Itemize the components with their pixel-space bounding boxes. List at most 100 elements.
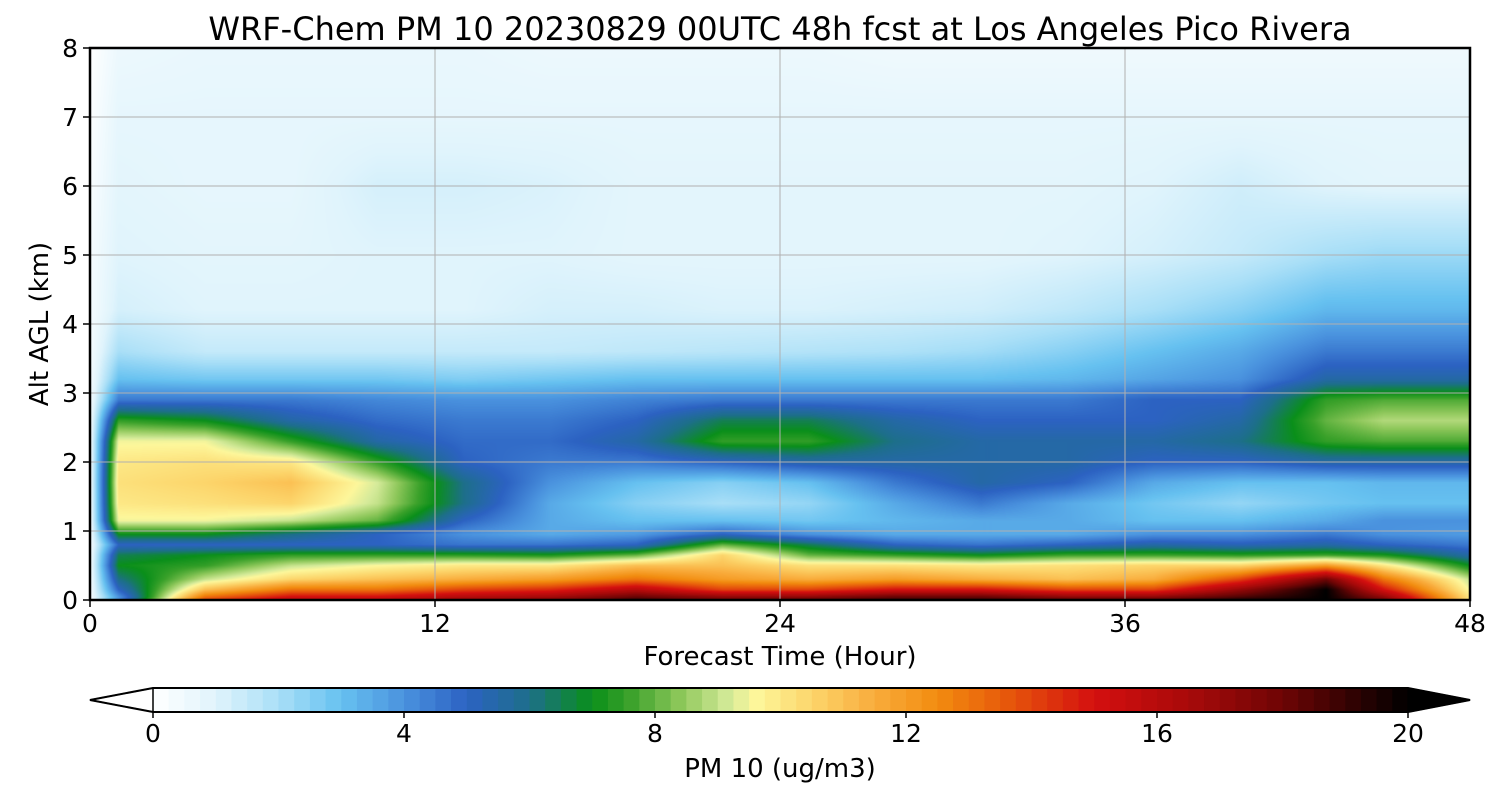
colorbar-tick-label: 8 [647,719,663,748]
colorbar-extend-low [89,687,154,713]
colorbar-segment [874,688,891,712]
y-tick-label: 0 [62,586,78,615]
colorbar-segment [717,688,735,712]
colorbar-segment [764,688,782,712]
colorbar-segment [560,688,578,712]
colorbar-segment [968,688,986,712]
colorbar-segment [655,688,672,712]
colorbar: 0 4 8 12 16 20 [89,687,1471,748]
colorbar-tick-label: 12 [890,719,922,748]
y-tick-label: 7 [62,103,78,132]
colorbar-segment [796,688,813,712]
y-tick-label: 8 [62,34,78,63]
colorbar-segment [639,688,656,712]
colorbar-segment [953,688,970,712]
y-tick-label: 2 [62,448,78,477]
colorbar-segment [686,688,703,712]
colorbar-segment [1172,688,1189,712]
colorbar-segment [1000,688,1017,712]
colorbar-segment [906,688,923,712]
colorbar-segment [419,688,436,712]
x-tick-label: 24 [764,609,796,638]
colorbar-segment [215,688,233,712]
colorbar-segment [1329,688,1346,712]
colorbar-segment [153,688,170,712]
colorbar-segment [325,688,342,712]
colorbar-segment [247,688,264,712]
colorbar-segment [388,688,405,712]
colorbar-segment [921,688,938,712]
colorbar-segment [1094,688,1111,712]
colorbar-segment [749,688,766,712]
colorbar-segment [1313,688,1331,712]
colorbar-segment [498,688,515,712]
colorbar-tick-label: 16 [1141,719,1173,748]
colorbar-segment [607,688,625,712]
colorbar-tick-label: 20 [1392,719,1424,748]
colorbar-segment [576,688,593,712]
x-axis-label: Forecast Time (Hour) [643,642,916,672]
colorbar-segment [1251,688,1268,712]
chart-title: WRF-Chem PM 10 20230829 00UTC 48h fcst a… [208,10,1351,48]
colorbar-segment [1109,688,1127,712]
colorbar-segment [984,688,1001,712]
colorbar-segment [294,688,311,712]
colorbar-segment [482,688,499,712]
colorbar-segment [1125,688,1142,712]
colorbar-segment [1376,688,1393,712]
colorbar-segment [1266,688,1284,712]
x-axis: 0 12 24 36 48 [82,600,1486,638]
x-tick-label: 12 [419,609,451,638]
colorbar-segment [1157,688,1174,712]
colorbar-segment [1015,688,1033,712]
y-axis-label: Alt AGL (km) [25,242,55,406]
y-tick-label: 6 [62,172,78,201]
x-tick-label: 36 [1109,609,1141,638]
x-tick-label: 48 [1454,609,1486,638]
colorbar-segment [1345,688,1362,712]
colorbar-extend-high [1407,687,1471,713]
colorbar-segment [702,688,719,712]
colorbar-segment [1062,688,1080,712]
colorbar-segment [937,688,954,712]
colorbar-segment [827,688,844,712]
colorbar-segment [435,688,452,712]
colorbar-segment [545,688,562,712]
colorbar-segment [200,688,217,712]
colorbar-segment [1204,688,1221,712]
colorbar-segment [780,688,797,712]
colorbar-segment [670,688,687,712]
colorbar-tick-label: 0 [145,719,161,748]
colorbar-segment [184,688,201,712]
x-tick-label: 0 [82,609,98,638]
colorbar-segment [451,688,468,712]
colorbar-segment [1235,688,1252,712]
colorbar-segment [466,688,484,712]
colorbar-segment [1298,688,1315,712]
colorbar-segment [1141,688,1158,712]
colorbar-segment [1360,688,1378,712]
colorbar-segment [1282,688,1299,712]
colorbar-label: PM 10 (ug/m3) [684,754,876,784]
colorbar-segment [278,688,295,712]
colorbar-segment [843,688,860,712]
colorbar-segment [262,688,280,712]
colorbar-segment [231,688,248,712]
y-tick-label: 4 [62,310,78,339]
colorbar-segment [1031,688,1048,712]
colorbar-segment [529,688,546,712]
colorbar-segment [1392,688,1409,712]
colorbar-segment [811,688,829,712]
colorbar-segment [623,688,640,712]
colorbar-segment [1219,688,1237,712]
colorbar-segment [1078,688,1095,712]
y-tick-label: 5 [62,241,78,270]
colorbar-segment [356,688,374,712]
colorbar-segment [733,688,750,712]
colorbar-segment [1188,688,1205,712]
colorbar-segment [592,688,609,712]
colorbar-segment [341,688,358,712]
colorbar-segment [1047,688,1064,712]
colorbar-segment [858,688,876,712]
